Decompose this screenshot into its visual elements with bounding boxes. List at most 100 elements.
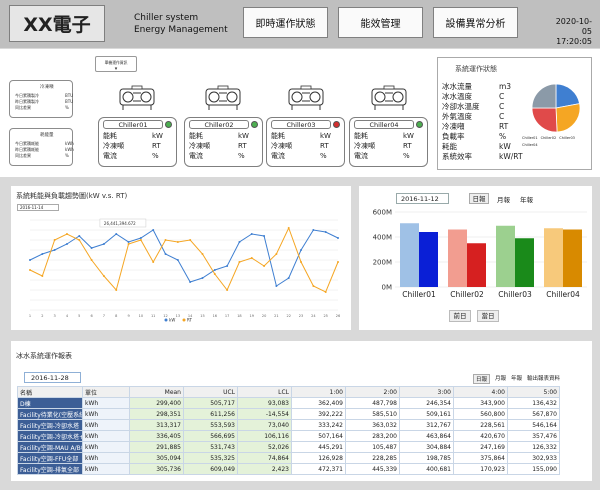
x-tick-label: 4 <box>66 314 69 318</box>
nav-fault-analysis-button[interactable]: 設備異常分析 <box>433 7 518 38</box>
table-cell: 246,354 <box>399 397 454 409</box>
report-tab-monthly[interactable]: 月報 <box>495 376 507 382</box>
report-tab-daily[interactable]: 日報 <box>473 374 491 384</box>
table-cell: 228,561 <box>453 419 508 431</box>
status-unit: C <box>499 112 505 121</box>
system-status-title: 系統運作狀態 <box>455 65 497 73</box>
table-row[interactable]: D棟 kWh 299,400 505,717 93,083 362,409 487,798 2… <box>17 397 560 409</box>
table-row[interactable]: Facility空調-冷卻水塔+冰水溫kWh336,405566,695106,… <box>17 430 560 442</box>
data-point <box>263 265 266 267</box>
pie-legend-item: Chiller04 <box>522 143 538 147</box>
chiller01-card[interactable]: Chiller01 能耗 kW 冷凍噸 RT 電流% <box>98 117 177 167</box>
table-row[interactable]: Facility空調-冷卻水塔 kWh 313,317 553,593 73,040 33… <box>17 419 560 431</box>
data-point <box>213 269 216 271</box>
today-button[interactable]: 當日 <box>477 310 499 322</box>
y-tick-label: 200M <box>373 259 392 267</box>
table-row[interactable]: Facility空調-MAU A/B棟 kWh 291,885 531,743 52,0… <box>17 441 560 453</box>
prev-day-button[interactable]: 前日 <box>449 310 471 322</box>
table-cell: 472,371 <box>291 463 346 475</box>
x-tick-label: 6 <box>90 314 92 318</box>
table-cell: 535,325 <box>183 452 238 464</box>
metric-label: 冷凍噸 <box>271 142 292 150</box>
col-header[interactable]: 4:00 <box>453 386 508 398</box>
x-tick-label: 21 <box>274 314 278 318</box>
status-label: 冰水流量 <box>442 82 472 91</box>
table-row[interactable]: Facility空調-排氣全部 kWh 305,736 609,049 2,423 472… <box>17 463 560 475</box>
status-unit: % <box>499 132 507 141</box>
data-point <box>102 275 105 277</box>
status-label: 冷凍噸 <box>442 122 465 131</box>
data-point <box>275 253 278 255</box>
y-tick-label: 400M <box>373 234 392 242</box>
cooling-tonnage-summary-card: 冷凍噸 今日累積製冷 BTU 昨日累積製冷 BTU 同比差異% <box>9 80 73 118</box>
data-point <box>139 237 142 239</box>
data-point <box>312 285 315 287</box>
col-header[interactable]: 3:00 <box>399 386 454 398</box>
trend-date-input[interactable]: 2016-11-14 <box>17 204 59 211</box>
status-unit: kW <box>499 142 511 151</box>
chiller02-status-dot <box>251 121 258 128</box>
table-cell: 312,767 <box>399 419 454 431</box>
report-tabs: 日報 月報 年報 輸出報表資料 <box>473 374 560 384</box>
col-header[interactable]: Mean <box>129 386 184 398</box>
tab-yearly[interactable]: 年報 <box>520 196 533 204</box>
chiller04-card[interactable]: Chiller04 能耗 kW 冷凍噸 RT 電流% <box>349 117 428 167</box>
report-tab-yearly[interactable]: 年報 <box>511 376 523 382</box>
data-point <box>287 277 290 279</box>
report-date-input[interactable]: 2016-11-28 <box>24 372 81 383</box>
x-tick-label: 23 <box>299 314 303 318</box>
table-row[interactable]: Facility待業化(空壓系統-N2)kWh298,351611,256-14… <box>17 408 560 420</box>
table-row[interactable]: Facility空調-FFU全部 kWh 305,094 535,325 74,864 1… <box>17 452 560 464</box>
table-cell: Facility空調-冷卻水塔+冰水溫 <box>17 430 83 442</box>
chiller03-status-dot <box>333 121 340 128</box>
chiller-energy-bar-chart: 0M 200M 400M 600M Chiller01 Chiller02 Chiller0… <box>373 209 587 299</box>
metric-unit: % <box>238 152 245 160</box>
col-header[interactable]: UCL <box>183 386 238 398</box>
data-point <box>164 253 167 255</box>
summary-row-unit: BTU <box>65 99 74 104</box>
col-header[interactable]: 2:00 <box>345 386 400 398</box>
table-cell: 343,900 <box>453 397 508 409</box>
chiller02-card[interactable]: Chiller02 能耗 kW 冷凍噸 RT 電流% <box>184 117 263 167</box>
report-title: 冰水系統運作報表 <box>16 352 72 360</box>
table-cell: 463,864 <box>399 430 454 442</box>
chiller-name: Chiller03 <box>271 120 331 129</box>
col-header[interactable]: 單位 <box>82 386 130 398</box>
x-tick-label: 15 <box>200 314 204 318</box>
data-point <box>275 285 278 287</box>
table-cell: 507,164 <box>291 430 346 442</box>
data-point <box>324 291 327 293</box>
tab-monthly[interactable]: 月報 <box>497 196 510 204</box>
status-unit: RT <box>499 122 509 131</box>
data-point <box>53 249 56 251</box>
series-line-rt <box>29 226 339 293</box>
metric-label: 能耗 <box>103 132 117 140</box>
nav-energy-management-button[interactable]: 能效管理 <box>338 7 423 38</box>
export-report-button[interactable]: 輸出報表資料 <box>527 376 561 382</box>
col-header[interactable]: 5:00 <box>507 386 560 398</box>
x-category-label: Chiller03 <box>498 290 532 299</box>
nav-realtime-status-button[interactable]: 即時運作狀態 <box>243 7 328 38</box>
system-status-panel: 系統運作狀態 冰水流量 m3 冰水溫度 C 冷卻水溫度 C 外氣溫度 C 冷凍噸 RT 負… <box>437 57 592 170</box>
data-point <box>127 243 130 245</box>
mode-dropdown[interactable]: 單機運作資訊 ▾ <box>95 56 137 72</box>
data-point <box>90 247 93 249</box>
metric-unit: kW <box>320 132 331 140</box>
data-point <box>41 275 44 277</box>
x-tick-label: 3 <box>54 314 56 318</box>
data-point <box>189 281 192 283</box>
col-header[interactable]: LCL <box>237 386 292 398</box>
chiller-unit-icon <box>119 85 155 110</box>
data-point <box>152 261 155 263</box>
metric-label: 冷凍噸 <box>189 142 210 150</box>
metric-label: 能耗 <box>271 132 285 140</box>
tab-daily[interactable]: 日報 <box>469 193 489 204</box>
col-header[interactable]: 1:00 <box>291 386 346 398</box>
chiller03-card[interactable]: Chiller03 能耗 kW 冷凍噸 RT 電流% <box>266 117 345 167</box>
bar-date-input[interactable]: 2016-11-12 <box>396 193 449 204</box>
col-header[interactable]: 名稱 <box>17 386 83 398</box>
status-label: 冰水溫度 <box>442 92 472 101</box>
table-cell: 392,222 <box>291 408 346 420</box>
tooltip-text: 26,441,394.672 <box>104 221 136 226</box>
table-cell: 546,164 <box>507 419 560 431</box>
